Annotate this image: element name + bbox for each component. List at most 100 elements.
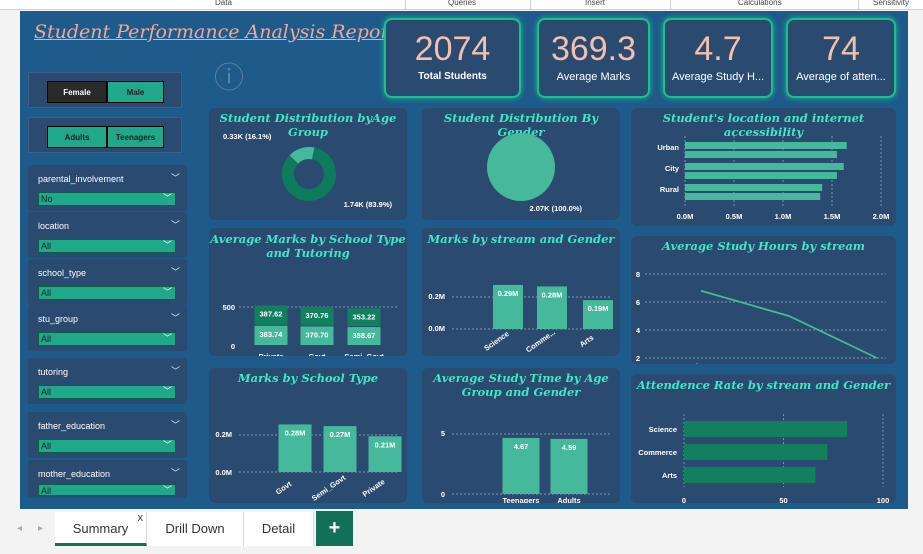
kpi-average-marks[interactable]: 369.3 Average Marks xyxy=(537,18,650,98)
panel-marks-school-tutoring[interactable]: Average Marks by School Type and Tutorin… xyxy=(209,228,407,356)
data-label: 370.70 xyxy=(306,330,329,339)
location-slicer[interactable]: location ﹀ All ﹀ xyxy=(28,212,187,258)
x-tick-label: Science xyxy=(687,362,715,364)
chevron-down-icon: ﹀ xyxy=(162,440,172,450)
bar-private xyxy=(368,436,402,472)
marks-stream-chart: 0.2M 0.0M 0.29M Science 0.28M Comme... 0.19M Ar… xyxy=(428,284,613,354)
slicer-select[interactable]: No ﹀ xyxy=(38,192,176,206)
ribbon-insert[interactable]: Insert xyxy=(585,0,606,7)
slicer-select[interactable]: All ﹀ xyxy=(38,239,176,253)
slicer-select[interactable]: All ﹀ xyxy=(38,332,176,346)
y-tick-label: 0.0M xyxy=(215,468,232,477)
ribbon-data[interactable]: Data xyxy=(215,0,232,7)
kpi-average-attendance[interactable]: 74 Average of atten... xyxy=(786,18,896,98)
ribbon-calculations[interactable]: Calculations xyxy=(738,0,782,7)
chevron-down-icon[interactable]: ﹀ xyxy=(170,366,180,376)
chevron-down-icon[interactable]: ﹀ xyxy=(170,313,180,323)
bar-govt-no-tutoring xyxy=(300,326,334,345)
ribbon-queries[interactable]: Queries xyxy=(448,0,477,7)
y-tick-label: 0 xyxy=(441,490,445,499)
mother-education-slicer[interactable]: mother_education ﹀ All ﹀ xyxy=(28,460,187,498)
slicer-value: All xyxy=(41,334,52,344)
kpi-value: 4.7 xyxy=(694,30,742,68)
panel-study-stream[interactable]: Average Study Hours by stream 8 6 4 2 Scienc… xyxy=(631,236,896,364)
chart-title: Student Distribution byAge Group xyxy=(219,111,397,139)
tab-detail[interactable]: Detail xyxy=(244,512,314,546)
slicer-value: All xyxy=(41,441,52,451)
tab-drill-down[interactable]: Drill Down xyxy=(147,512,244,546)
bar-commerce xyxy=(684,444,828,460)
panel-marks-stream[interactable]: Marks by stream and Gender 0.2M 0.0M 0.29M… xyxy=(422,228,620,356)
chevron-down-icon[interactable]: ﹀ xyxy=(170,267,180,277)
marks-school-tutoring-chart: 500 0 387.62 383.74 Private 370.76 370.70 Govt 3… xyxy=(222,303,399,356)
chevron-down-icon[interactable]: ﹀ xyxy=(170,220,180,230)
slicer-value: All xyxy=(41,387,52,397)
bar-semi_govt-tutoring xyxy=(347,308,381,327)
study-stream-line-chart: 8 6 4 2 Science Commerce Arts xyxy=(636,270,886,364)
tutoring-slicer[interactable]: tutoring ﹀ All ﹀ xyxy=(28,358,187,404)
x-tick-label: Private xyxy=(258,352,283,356)
slicer-value: All xyxy=(41,241,52,251)
x-tick-label: 0.5M xyxy=(726,212,743,221)
age-teenagers-button[interactable]: Teenagers xyxy=(107,126,164,148)
panel-location[interactable]: Student's location and internet accessib… xyxy=(631,108,896,226)
y-tick-label: 0.2M xyxy=(428,292,445,301)
marks-school-type-chart: 0.2M 0.0M 0.28M Govt 0.27M Semi_Govt 0.21M Priv… xyxy=(215,424,402,503)
tab-summary[interactable]: Summary x xyxy=(55,512,147,546)
father-education-slicer[interactable]: father_education ﹀ All ﹀ xyxy=(28,412,187,458)
data-label: 0.19M xyxy=(588,304,609,313)
y-tick-label: 2 xyxy=(636,354,640,363)
close-icon[interactable]: x xyxy=(137,512,144,524)
y-tick-label: Commerce xyxy=(638,448,677,457)
data-label: 0.28M xyxy=(285,428,306,437)
bar-adults xyxy=(550,438,588,494)
gender-female-button[interactable]: Female xyxy=(47,81,107,103)
kpi-total-students[interactable]: 2074 Total Students xyxy=(384,18,521,98)
data-label: 358.67 xyxy=(353,331,376,340)
parental-involvement-slicer[interactable]: parental_involvement ﹀ No ﹀ xyxy=(28,165,187,211)
bar-urban-b xyxy=(685,151,837,158)
scroll-left-icon[interactable]: ◂ xyxy=(17,523,23,534)
chevron-down-icon[interactable]: ﹀ xyxy=(170,468,180,478)
data-label: 387.62 xyxy=(260,309,283,318)
age-adults-button[interactable]: Adults xyxy=(47,126,107,148)
chevron-down-icon: ﹀ xyxy=(162,485,172,495)
slicer-select[interactable]: All ﹀ xyxy=(38,286,176,300)
panel-attendance[interactable]: Attendence Rate by stream and Gender 0 50… xyxy=(631,374,896,503)
x-tick-label: 2.0M xyxy=(873,212,890,221)
ribbon-sensitivity[interactable]: Sensitivity xyxy=(873,0,910,7)
slicer-select[interactable]: All ﹀ xyxy=(38,484,176,496)
data-label: 0.28M xyxy=(542,290,563,299)
panel-study-age[interactable]: Average Study Time by Age Group and Gend… xyxy=(422,368,620,503)
scroll-right-icon[interactable]: ▸ xyxy=(38,523,44,534)
chevron-down-icon: ﹀ xyxy=(162,386,172,396)
bar-teenagers xyxy=(502,437,540,494)
kpi-average-study-hours[interactable]: 4.7 Average Study H... xyxy=(663,18,773,98)
panel-marks-school-type[interactable]: Marks by School Type 0.2M 0.0M 0.28M Govt 0.… xyxy=(209,368,407,503)
kpi-label: Average Study H... xyxy=(671,71,765,83)
y-tick-label: Science xyxy=(649,425,677,434)
panel-gender-distribution[interactable]: Student Distribution By Gender 2.07K (10… xyxy=(422,108,620,220)
chart-title: Average Study Hours by stream xyxy=(662,239,865,253)
data-label: 0.21M xyxy=(375,440,396,449)
x-tick-label: Arts xyxy=(869,362,884,364)
stu-group-slicer[interactable]: stu_group ﹀ All ﹀ xyxy=(28,305,187,351)
panel-age-distribution[interactable]: Student Distribution byAge Group 0.33K (… xyxy=(209,108,407,220)
donut-slice-teenagers xyxy=(282,147,336,201)
slicer-label: father_education xyxy=(38,421,106,431)
slicer-select[interactable]: All ﹀ xyxy=(38,439,176,453)
data-label: 0.29M xyxy=(498,289,519,298)
tab-label: Summary xyxy=(72,521,129,536)
kpi-label: Average of atten... xyxy=(796,71,886,83)
gender-male-button[interactable]: Male xyxy=(107,81,164,103)
school-type-slicer[interactable]: school_type ﹀ All ﹀ xyxy=(28,259,187,305)
slicer-select[interactable]: All ﹀ xyxy=(38,385,176,399)
info-icon[interactable]: ⓘ xyxy=(214,62,244,95)
chevron-down-icon[interactable]: ﹀ xyxy=(170,173,180,183)
bar-arts xyxy=(684,467,816,483)
add-page-button[interactable]: + xyxy=(316,511,353,546)
data-label: 4.59 xyxy=(562,443,577,452)
age-slicer: Adults Teenagers xyxy=(28,117,182,153)
chevron-down-icon[interactable]: ﹀ xyxy=(170,420,180,430)
y-tick-label: 8 xyxy=(636,270,640,279)
